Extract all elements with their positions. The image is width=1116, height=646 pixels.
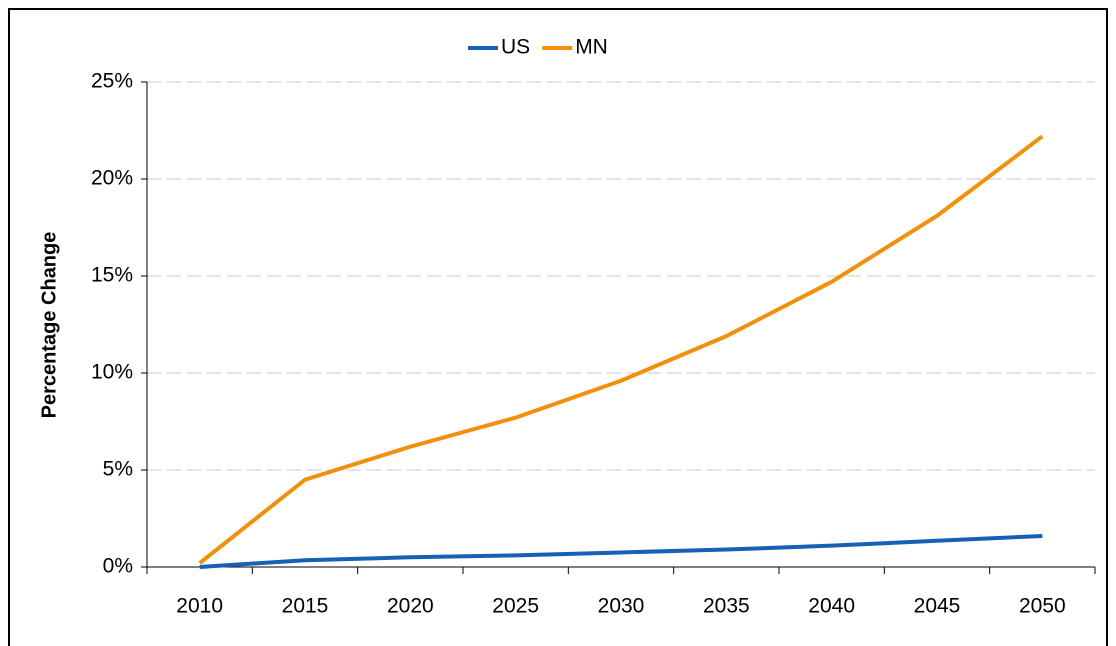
x-tick-label: 2045 [914,595,961,618]
y-tick-label: 25% [91,70,133,93]
y-axis-label: Percentage Change [38,232,60,419]
legend-label: MN [575,36,608,59]
legend-label: US [501,36,530,59]
x-tick-label: 2030 [598,595,645,618]
x-tick-label: 2025 [492,595,539,618]
x-tick-label: 2050 [1019,595,1066,618]
x-tick-label: 2035 [703,595,750,618]
y-tick-label: 15% [91,264,133,287]
series-line [198,134,1044,565]
y-tick-label: 5% [103,458,133,481]
y-tick-label: 20% [91,167,133,190]
x-tick-label: 2015 [282,595,329,618]
x-tick-label: 2040 [808,595,855,618]
x-tick-label: 2010 [176,595,223,618]
series-line [199,533,1043,569]
y-tick-label: 10% [91,361,133,384]
x-tick-label: 2020 [387,595,434,618]
chart-frame [8,8,1108,646]
y-tick-label: 0% [103,555,133,578]
